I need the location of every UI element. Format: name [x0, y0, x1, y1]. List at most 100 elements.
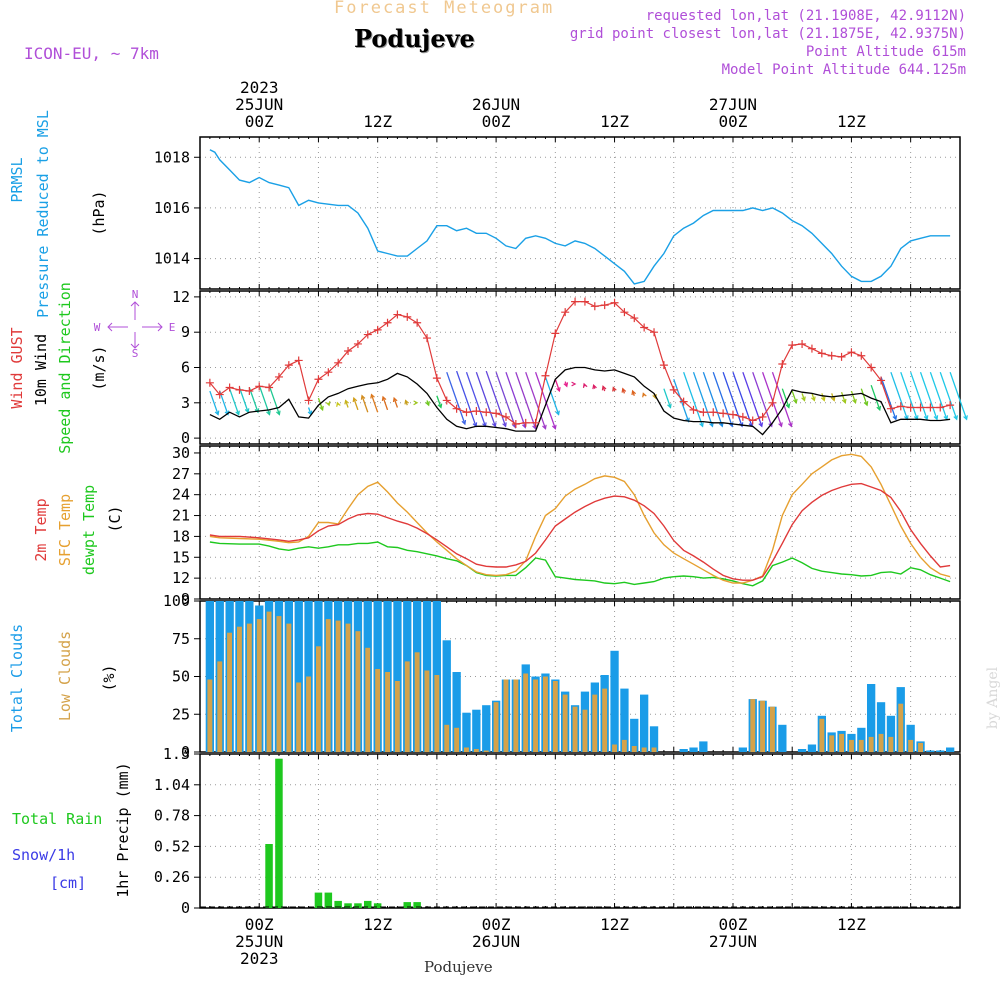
low-cloud-bar: [582, 709, 588, 752]
wind-direction-title: Speed and Direction: [56, 282, 74, 454]
wind-barb: [939, 371, 958, 420]
wind-barb-head: [592, 384, 597, 390]
wind-barb-head: [820, 396, 826, 402]
bottom-time-label: 2023: [240, 949, 279, 968]
rain-bar: [354, 903, 362, 908]
y-tick-label: 0.78: [154, 807, 190, 825]
low-cloud-bar: [543, 676, 548, 752]
low-cloud-bar: [572, 706, 578, 752]
rain-bar: [275, 758, 283, 908]
wind-barb-head: [792, 398, 798, 404]
wind-barb: [238, 387, 249, 413]
gust-point: [363, 330, 372, 339]
gust-point: [748, 416, 757, 425]
y-tick-label: 15: [172, 548, 190, 566]
total-cloud-bar: [797, 749, 807, 752]
wind-barb-head: [801, 396, 806, 402]
series-dewpt-temp: [209, 541, 951, 587]
gust-point: [620, 308, 629, 317]
low-cloud-bar: [888, 736, 894, 752]
y-tick-label: 9: [181, 323, 190, 341]
panel-frame-wind: [199, 290, 961, 445]
gust-point: [728, 410, 737, 419]
wind-barb-head: [555, 410, 560, 416]
wind-barb-head: [551, 424, 557, 430]
wind-barb: [850, 390, 857, 404]
low-cloud-bar: [404, 661, 410, 752]
total-cloud-bar: [886, 715, 896, 752]
low-cloud-bar: [562, 694, 568, 752]
gust-point: [768, 398, 777, 407]
low-cloud-bar: [444, 724, 450, 752]
bottom-time-label: 25JUN: [235, 932, 283, 951]
rain-bar: [314, 892, 323, 908]
bottom-time-label: 00Z: [245, 915, 274, 934]
wind-barb: [673, 379, 690, 422]
top-time-label: 26JUN: [472, 95, 520, 114]
y-tick-label: 25: [172, 705, 190, 723]
low-cloud-bar: [464, 747, 469, 752]
y-tick-label: 21: [172, 507, 190, 525]
gust-point: [630, 314, 639, 323]
y-tick-label: 9: [181, 590, 190, 608]
y-tick-label: 1016: [154, 199, 190, 217]
wind-barb-head: [852, 398, 857, 404]
gust-point: [857, 351, 866, 360]
wind-barb: [515, 371, 537, 429]
wind-barb-head: [319, 405, 324, 412]
low-cloud-bar: [612, 744, 617, 752]
low-cloud-bar: [414, 652, 420, 752]
wind-barb-head: [699, 422, 704, 428]
wind-barb: [870, 384, 881, 411]
wind-title: 10m Wind: [32, 334, 50, 406]
top-time-label: 25JUN: [235, 95, 283, 114]
wind-barb-head: [275, 410, 281, 416]
compass-south: S: [132, 347, 139, 360]
gust-point: [501, 412, 510, 421]
wind-barb: [393, 397, 399, 408]
rain-bar: [373, 903, 382, 908]
total-cloud-bar: [738, 747, 747, 752]
wind-barb-head: [863, 401, 869, 407]
gust-point: [689, 405, 698, 414]
total-cloud-bar: [482, 705, 491, 752]
precip-rain-label: Total Rain: [12, 810, 102, 828]
wind-barb-head: [778, 422, 783, 428]
y-tick-label: 0.26: [154, 868, 190, 886]
total-cloud-bar: [442, 640, 451, 752]
total-cloud-bar: [689, 747, 698, 752]
bottom-time-label: 27JUN: [709, 932, 757, 951]
gust-point: [659, 361, 668, 370]
low-cloud-bar: [503, 679, 509, 752]
total-cloud-bar: [926, 750, 935, 752]
low-cloud-bar: [839, 733, 844, 752]
low-cloud-bar: [355, 631, 361, 752]
gust-point: [472, 407, 481, 416]
wind-barb-head: [404, 399, 409, 405]
wind-barb-head: [709, 422, 714, 428]
gust-point: [640, 323, 649, 332]
wind-barb: [475, 371, 496, 427]
wind-barb: [353, 397, 359, 411]
bottom-time-label: 12Z: [363, 915, 392, 934]
low-cloud-bar: [454, 727, 460, 752]
y-tick-label: 12: [172, 569, 190, 587]
y-tick-label: 0: [181, 743, 190, 761]
y-tick-label: 27: [172, 465, 190, 483]
low-cloud-bar: [552, 681, 558, 752]
wind-barb-head: [360, 394, 366, 400]
wind-barb-head: [325, 401, 331, 407]
low-cloud-bar: [385, 672, 390, 752]
total-cloud-bar: [936, 750, 945, 752]
wind-barb: [485, 370, 507, 427]
rain-bar: [324, 892, 333, 908]
wind-barb: [702, 371, 723, 427]
y-tick-label: 100: [163, 592, 190, 610]
wind-barb: [752, 371, 773, 427]
gust-point: [867, 363, 876, 372]
compass-north: N: [132, 288, 139, 301]
low-cloud-bar: [592, 694, 598, 752]
wind-barb-head: [785, 403, 791, 409]
wind-barb-head: [621, 387, 627, 393]
top-time-label: 2023: [240, 78, 279, 97]
